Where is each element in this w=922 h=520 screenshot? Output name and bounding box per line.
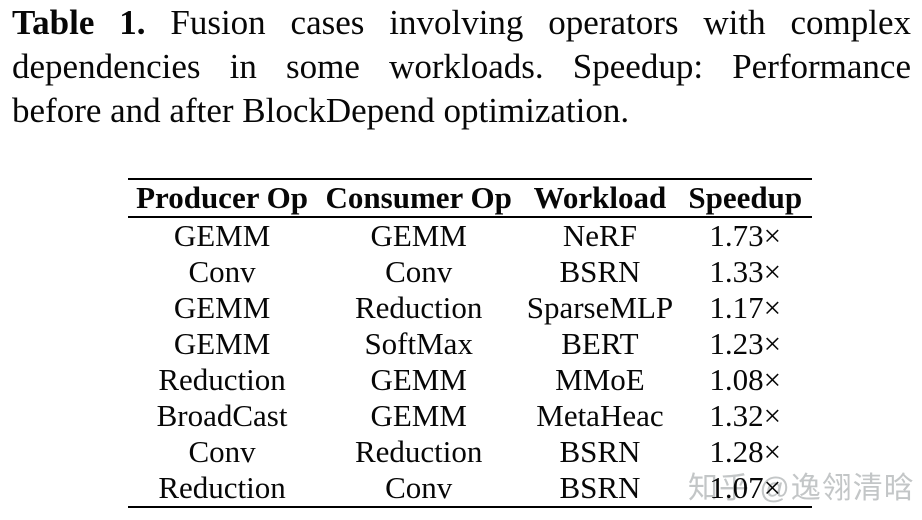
cell-consumer: Reduction [354,434,483,469]
caption-line-1: Table 1. Fusion cases involving operator… [12,1,911,45]
table-row: BroadCast GEMM MetaHeac 1.32× [128,398,812,434]
cell-consumer: SoftMax [364,326,473,361]
cell-producer: Conv [188,434,256,469]
cell-speedup: 1.33× [709,254,782,289]
cell-consumer: Conv [385,470,453,505]
cell-producer: GEMM [173,290,271,325]
caption-label: Table 1. [12,3,146,42]
table-row: Reduction Conv BSRN 1.07× [128,470,812,507]
cell-workload: MMoE [555,362,645,397]
cell-producer: GEMM [173,218,271,253]
cell-speedup: 1.73× [709,218,782,253]
cell-workload: BSRN [559,470,641,505]
cell-consumer: GEMM [370,218,467,253]
cell-workload: NeRF [562,218,637,253]
cell-producer: Reduction [158,470,286,505]
cell-speedup: 1.23× [709,326,782,361]
cell-producer: GEMM [173,326,271,361]
header-workload: Workload [521,179,679,218]
cell-speedup: 1.17× [709,290,782,325]
caption-line-2: dependencies in some workloads. Speedup:… [12,47,911,86]
cell-producer: Conv [188,254,256,289]
table-body: GEMM GEMM NeRF 1.73× Conv Conv BSRN 1.33… [128,217,812,507]
table-row: Conv Conv BSRN 1.33× [128,254,812,290]
cell-consumer: Conv [385,254,453,289]
cell-producer: Reduction [158,362,286,397]
cell-speedup: 1.28× [709,434,782,469]
table-row: Conv Reduction BSRN 1.28× [128,434,812,470]
fusion-table-container: Producer Op Consumer Op Workload Speedup… [128,178,812,508]
cell-producer: BroadCast [156,398,288,433]
cell-consumer: GEMM [370,362,467,397]
cell-consumer: Reduction [354,290,483,325]
cell-workload: BSRN [559,434,641,469]
zhihu-watermark: 知乎 @逸翎清晗 [688,472,915,505]
table-row: GEMM Reduction SparseMLP 1.17× [128,290,812,326]
fusion-table: Producer Op Consumer Op Workload Speedup… [128,178,812,508]
cell-workload: MetaHeac [536,398,664,433]
cell-workload: BERT [561,326,639,361]
table-row: GEMM GEMM NeRF 1.73× [128,217,812,254]
cell-workload: SparseMLP [526,290,674,325]
caption-line-3: before and after BlockDepend optimizatio… [12,91,630,130]
table-header: Producer Op Consumer Op Workload Speedup [128,179,812,218]
cell-speedup: 1.08× [709,362,782,397]
table-row: GEMM SoftMax BERT 1.23× [128,326,812,362]
caption-line-1-text: Fusion cases involving operators with co… [170,3,912,42]
header-producer-op: Producer Op [128,179,317,218]
cell-workload: BSRN [559,254,641,289]
header-speedup: Speedup [678,179,812,218]
cell-consumer: GEMM [370,398,467,433]
header-row: Producer Op Consumer Op Workload Speedup [128,179,812,218]
cell-speedup: 1.07× [709,470,782,505]
table-row: Reduction GEMM MMoE 1.08× [128,362,812,398]
table-caption: Table 1. Fusion cases involving operator… [12,1,911,133]
cell-speedup: 1.32× [709,398,782,433]
header-consumer-op: Consumer Op [316,179,522,218]
